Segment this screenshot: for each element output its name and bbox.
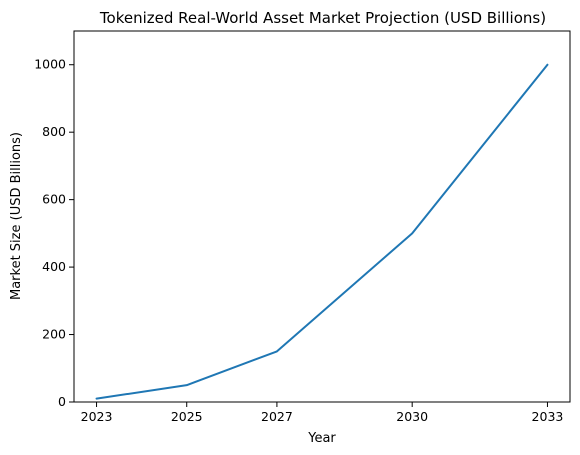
x-tick-label: 2023 (81, 409, 113, 424)
y-tick-label: 1000 (34, 57, 66, 72)
y-tick-label: 200 (42, 327, 66, 342)
x-tick-label: 2027 (261, 409, 293, 424)
y-tick-label: 0 (58, 394, 66, 409)
y-axis-label: Market Size (USD Billions) (9, 132, 24, 300)
x-axis-ticks: 2023 2025 2027 2030 2033 (81, 402, 564, 424)
series-line-market-size (95, 63, 549, 400)
y-axis-ticks: 0 200 400 600 800 1000 (34, 57, 74, 409)
x-axis-label: Year (307, 431, 336, 446)
x-tick-label: 2033 (532, 409, 564, 424)
x-tick-label: 2025 (171, 409, 203, 424)
plot-area (73, 30, 571, 403)
chart-title: Tokenized Real-World Asset Market Projec… (99, 9, 546, 27)
x-tick-label: 2030 (396, 409, 428, 424)
y-tick-label: 400 (42, 259, 66, 274)
y-tick-label: 600 (42, 192, 66, 207)
y-tick-label: 800 (42, 124, 66, 139)
